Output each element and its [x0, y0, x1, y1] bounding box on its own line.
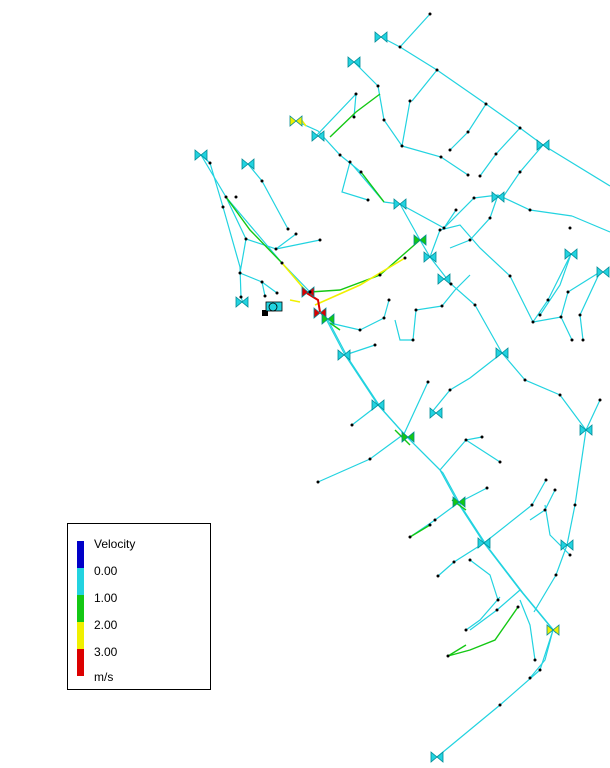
velocity-legend: Velocity 0.00 1.00 2.00 3.00 m/s [67, 523, 211, 690]
pump-icon [262, 301, 283, 316]
legend-break-0: 0.00 [94, 564, 118, 578]
legend-color-3 [77, 622, 84, 649]
pipes-high-velocity [281, 117, 406, 306]
legend-color-1 [77, 568, 84, 595]
legend-break-1: 1.00 [94, 591, 118, 605]
junction-nodes [208, 12, 602, 707]
legend-color-2 [77, 595, 84, 622]
legend-title: Velocity [94, 537, 136, 551]
legend-break-3: 3.00 [94, 645, 118, 659]
pipes-low-velocity [200, 13, 610, 758]
legend-color-0 [77, 541, 84, 568]
pipes-max-velocity [304, 291, 321, 313]
valve-markers [194, 31, 610, 763]
pipes-mid-velocity [225, 93, 519, 657]
legend-units: m/s [94, 670, 114, 684]
legend-break-2: 2.00 [94, 618, 118, 632]
legend-color-4 [77, 649, 84, 676]
